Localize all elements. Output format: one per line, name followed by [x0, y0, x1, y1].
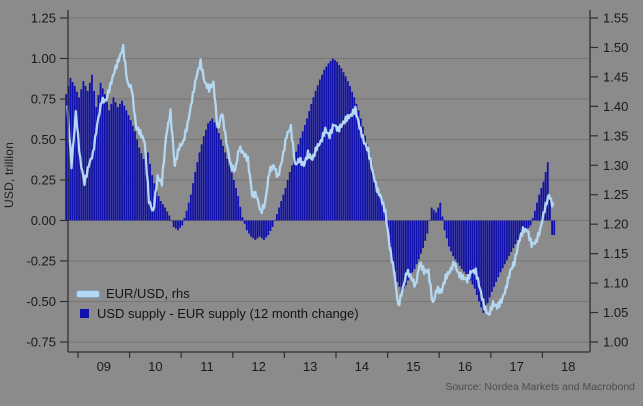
- svg-text:1.05: 1.05: [603, 305, 628, 320]
- legend-label-eurusd: EUR/USD, rhs: [106, 286, 190, 301]
- svg-text:09: 09: [97, 359, 111, 374]
- svg-text:15: 15: [406, 359, 420, 374]
- svg-text:13: 13: [303, 359, 317, 374]
- svg-text:1.25: 1.25: [31, 11, 56, 26]
- legend: EUR/USD, rhs USD supply - EUR supply (12…: [76, 286, 359, 321]
- left-axis-title: USD, trillion: [2, 142, 16, 208]
- svg-text:1.20: 1.20: [603, 217, 628, 232]
- svg-text:0.75: 0.75: [31, 92, 56, 107]
- supply-bar-swatch: [80, 309, 89, 318]
- svg-text:1.55: 1.55: [603, 11, 628, 26]
- svg-text:14: 14: [355, 359, 369, 374]
- svg-text:10: 10: [148, 359, 162, 374]
- svg-text:1.00: 1.00: [31, 51, 56, 66]
- svg-text:1.00: 1.00: [603, 335, 628, 350]
- supply-bars: [65, 58, 556, 313]
- svg-text:11: 11: [200, 359, 214, 374]
- svg-text:18: 18: [561, 359, 575, 374]
- svg-text:-0.50: -0.50: [26, 294, 56, 309]
- legend-item-supply: USD supply - EUR supply (12 month change…: [76, 306, 359, 321]
- svg-text:1.50: 1.50: [603, 40, 628, 55]
- svg-text:-0.75: -0.75: [26, 335, 56, 350]
- svg-text:-0.25: -0.25: [26, 254, 56, 269]
- svg-text:12: 12: [251, 359, 265, 374]
- axes: [60, 10, 598, 358]
- svg-text:1.40: 1.40: [603, 99, 628, 114]
- svg-text:1.45: 1.45: [603, 69, 628, 84]
- eurusd-line: [66, 43, 555, 316]
- axis-tick-labels: 1.25 1.00 0.75 0.50 0.25 0.00 -0.25 -0.50 -0.75 1…: [26, 11, 628, 375]
- legend-item-eurusd: EUR/USD, rhs: [76, 286, 359, 301]
- svg-text:0.25: 0.25: [31, 173, 56, 188]
- svg-text:1.25: 1.25: [603, 187, 628, 202]
- svg-text:17: 17: [509, 359, 523, 374]
- svg-text:1.15: 1.15: [603, 246, 628, 261]
- legend-label-supply: USD supply - EUR supply (12 month change…: [97, 306, 359, 321]
- svg-text:0.50: 0.50: [31, 132, 56, 147]
- svg-text:1.10: 1.10: [603, 276, 628, 291]
- svg-text:16: 16: [458, 359, 472, 374]
- eurusd-line-swatch: [76, 289, 100, 298]
- svg-text:1.30: 1.30: [603, 158, 628, 173]
- svg-text:1.35: 1.35: [603, 128, 628, 143]
- svg-text:0.00: 0.00: [31, 213, 56, 228]
- source-text: Source: Nordea Markets and Macrobond: [445, 381, 635, 393]
